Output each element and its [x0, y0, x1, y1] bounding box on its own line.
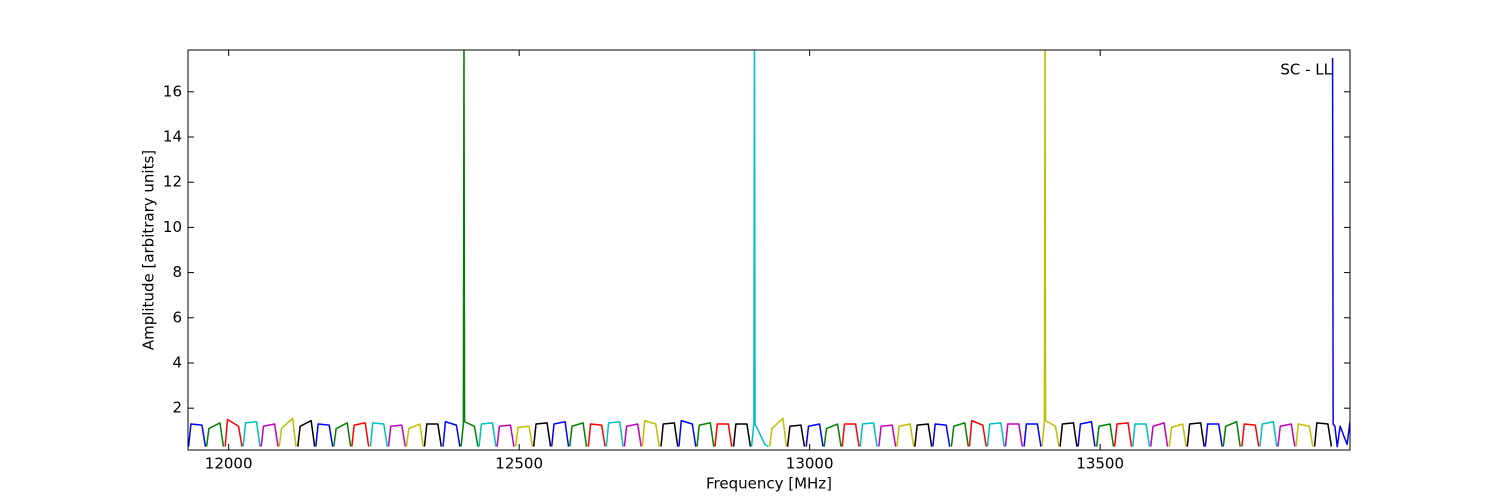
- series-line: [1059, 422, 1078, 447]
- x-axis-label: Frequency [MHz]: [706, 475, 832, 493]
- series-line: [896, 423, 915, 447]
- series-line: [333, 422, 352, 447]
- series-line: [1241, 423, 1260, 447]
- series-line: [478, 422, 497, 447]
- series-line: [878, 424, 897, 447]
- series-line: [369, 422, 389, 447]
- series-line: [750, 50, 769, 448]
- series-line: [768, 417, 788, 447]
- series-line: [968, 419, 988, 447]
- y-axis-label: Amplitude [arbitrary units]: [140, 150, 158, 350]
- x-tick-label: 12000: [205, 455, 253, 473]
- y-tick-label: 8: [172, 263, 182, 281]
- series-line: [605, 421, 624, 447]
- y-tick-label: 2: [172, 399, 182, 417]
- series-line: [859, 422, 878, 447]
- series-line: [278, 417, 297, 447]
- plot-area: [188, 50, 1350, 448]
- x-tick-label: 12500: [495, 455, 543, 473]
- series-line: [950, 422, 970, 447]
- series-line: [242, 421, 261, 447]
- y-tick-label: 4: [172, 353, 182, 371]
- series-line: [732, 423, 752, 447]
- series-line: [1313, 422, 1333, 447]
- series-line: [1095, 423, 1115, 447]
- axes-frame: [187, 49, 1351, 451]
- series-line: [696, 422, 715, 447]
- series-line: [188, 423, 207, 447]
- series-line: [823, 423, 842, 447]
- series-line: [1259, 421, 1278, 447]
- series-line: [496, 424, 515, 447]
- series-line: [514, 425, 534, 447]
- series-line: [786, 424, 806, 447]
- series-line: [224, 418, 243, 447]
- series-line: [532, 422, 552, 447]
- series-line: [351, 422, 370, 447]
- series-line: [1131, 423, 1151, 447]
- series-line: [678, 419, 697, 447]
- series-line: [1331, 57, 1350, 448]
- series-line: [641, 419, 660, 447]
- series-line: [205, 422, 225, 447]
- series-line: [660, 422, 679, 447]
- x-tick-label: 13500: [1076, 455, 1124, 473]
- annotation: SC - LL: [1280, 61, 1332, 79]
- series-line: [1113, 422, 1133, 447]
- series-line: [260, 423, 279, 447]
- y-tick-label: 6: [172, 308, 182, 326]
- series-line: [405, 423, 425, 447]
- series-line: [1077, 421, 1096, 447]
- series-line: [423, 423, 443, 447]
- series-line: [623, 423, 642, 447]
- series-line: [315, 423, 334, 447]
- series-line: [1041, 50, 1060, 447]
- y-tick-label: 10: [163, 218, 182, 236]
- series-line: [1004, 423, 1024, 447]
- series-line: [460, 50, 479, 447]
- series-line: [1204, 423, 1223, 447]
- series-line: [1186, 422, 1205, 447]
- x-tick-label: 13000: [786, 455, 834, 473]
- series-line: [387, 424, 407, 447]
- series-line: [714, 423, 733, 447]
- series-line: [841, 423, 860, 447]
- y-tick-label: 12: [163, 173, 182, 191]
- series-line: [1277, 423, 1296, 447]
- series-line: [932, 423, 951, 447]
- series-line: [805, 423, 824, 447]
- series-line: [986, 422, 1006, 447]
- series-line: [914, 423, 933, 447]
- series-line: [1023, 423, 1042, 447]
- series-line: [1168, 423, 1187, 447]
- series-line: [1295, 423, 1314, 447]
- series-line: [1149, 422, 1169, 447]
- series-line: [550, 421, 570, 447]
- series-line: [442, 421, 461, 447]
- series-line: [297, 419, 316, 447]
- series-line: [1222, 421, 1241, 447]
- y-tick-label: 16: [163, 82, 182, 100]
- series-line: [568, 422, 588, 447]
- series-line: [587, 423, 606, 447]
- y-tick-label: 14: [163, 128, 182, 146]
